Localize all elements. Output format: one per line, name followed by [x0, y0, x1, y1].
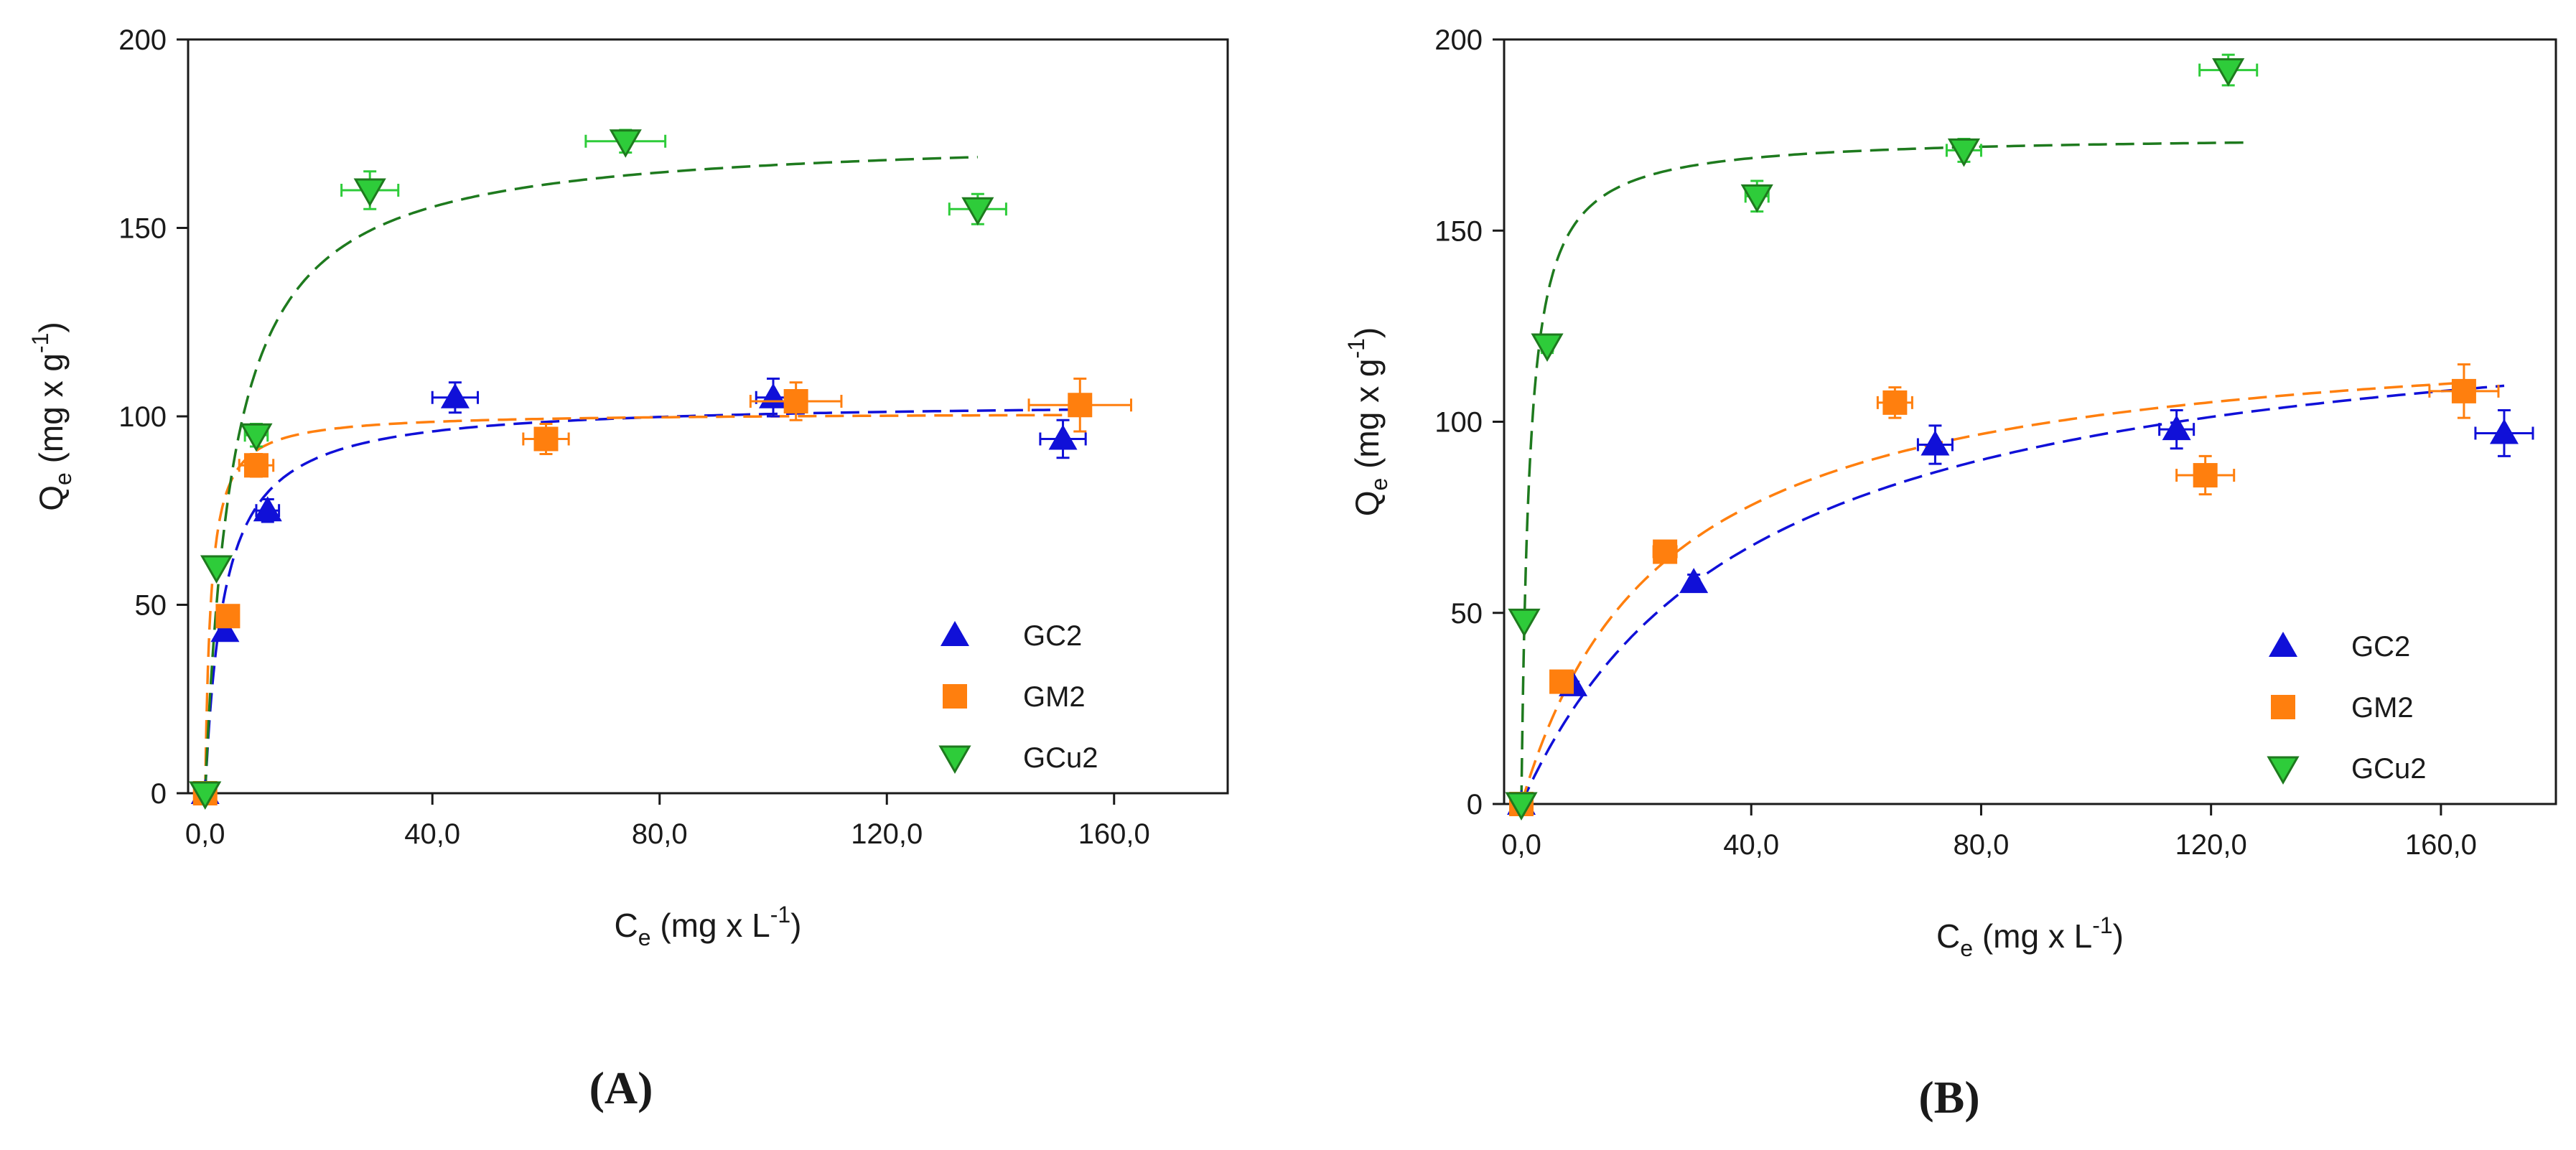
data-point-gcu2: [609, 129, 642, 158]
data-point-gcu2: [189, 781, 222, 810]
data-point-gm2: [1549, 669, 1574, 694]
x-tick-label: 160,0: [1078, 818, 1150, 850]
data-point-gcu2: [200, 555, 233, 584]
legend-marker-gc2: [941, 621, 969, 646]
legend-marker-gc2: [2269, 632, 2297, 657]
data-point-gm2: [2451, 378, 2476, 403]
fit-curve-gcu2: [1520, 141, 2251, 805]
data-point-gc2: [440, 383, 470, 408]
y-axis-title: Qe (mg x g-1): [1343, 327, 1392, 517]
panel-label-a: (A): [589, 1062, 653, 1113]
data-point-gcu2: [240, 423, 273, 452]
legend-label-gm2: GM2: [1023, 681, 1086, 713]
data-point-gcu2: [1531, 333, 1564, 363]
y-tick-label: 200: [1434, 24, 1483, 56]
y-tick-label: 200: [118, 24, 167, 56]
x-tick-label: 80,0: [632, 818, 688, 850]
data-point-gm2: [215, 604, 241, 629]
data-point-gcu2: [1505, 792, 1538, 821]
y-tick-label: 0: [1467, 789, 1483, 821]
chart-panel-b: 0,0 40,0 80,0 120,0 160,0 0 50 100 150 200 Ce (mg …: [1343, 24, 2557, 1123]
data-point-gc2: [1679, 568, 1709, 594]
chart-panel-a: 0,0 40,0 80,0 120,0 160,0 0 50 100 150 200 Ce (mg …: [27, 24, 1229, 1113]
x-axis-title: Ce (mg x L-1): [1936, 912, 2124, 961]
data-point-gcu2: [2212, 58, 2245, 87]
x-tick-label: 40,0: [1723, 829, 1779, 861]
data-point-gcu2: [1508, 608, 1541, 637]
y-tick-label: 50: [135, 590, 167, 622]
panel-label-b: (B): [1918, 1072, 1979, 1123]
data-point-gc2: [253, 496, 282, 522]
legend-marker-gcu2: [938, 745, 971, 775]
data-point-gcu2: [1740, 184, 1773, 213]
y-tick-label: 50: [1451, 598, 1483, 630]
data-point-gm2: [2193, 463, 2218, 488]
legend-label-gc2: GC2: [2351, 631, 2410, 663]
fit-curve-gm2: [1520, 381, 2464, 805]
data-point-gcu2: [961, 197, 994, 226]
x-tick-label: 120,0: [851, 818, 923, 850]
data-point-gc2: [2489, 419, 2519, 444]
data-point-gcu2: [1947, 138, 1981, 167]
y-tick-label: 100: [118, 401, 167, 433]
y-tick-label: 150: [1434, 215, 1483, 247]
x-axis-title: Ce (mg x L-1): [615, 902, 802, 950]
x-tick-label: 0,0: [1501, 829, 1541, 861]
data-point-gc2: [210, 617, 240, 642]
x-tick-label: 80,0: [1954, 829, 2010, 861]
data-point-gm2: [1882, 390, 1908, 415]
x-tick-label: 40,0: [404, 818, 460, 850]
data-point-gc2: [1921, 430, 1950, 456]
legend-label-gm2: GM2: [2351, 692, 2414, 724]
legend-marker-gm2: [2271, 695, 2295, 719]
data-point-gm2: [1068, 393, 1093, 418]
legend-marker-gcu2: [2267, 756, 2300, 785]
data-point-gm2: [1653, 539, 1678, 564]
legend-label-gcu2: GCu2: [1023, 742, 1098, 774]
data-point-gm2: [783, 389, 808, 413]
legend-label-gcu2: GCu2: [2351, 753, 2427, 785]
data-point-gcu2: [353, 178, 386, 207]
y-tick-label: 100: [1434, 407, 1483, 439]
x-tick-label: 160,0: [2405, 829, 2477, 861]
data-point-gm2: [243, 453, 269, 478]
data-point-gc2: [1048, 424, 1078, 450]
y-tick-label: 150: [118, 213, 167, 245]
x-tick-label: 0,0: [185, 818, 225, 850]
x-tick-label: 120,0: [2175, 829, 2247, 861]
y-tick-label: 0: [151, 778, 167, 810]
fit-curve-gc2: [203, 408, 1069, 794]
fit-curve-gc2: [1520, 384, 2505, 805]
data-point-gm2: [533, 426, 559, 452]
legend-marker-gm2: [943, 684, 967, 709]
y-axis-title: Qe (mg x g-1): [27, 322, 76, 511]
data-point-gc2: [2162, 415, 2191, 441]
legend-label-gc2: GC2: [1023, 620, 1082, 652]
